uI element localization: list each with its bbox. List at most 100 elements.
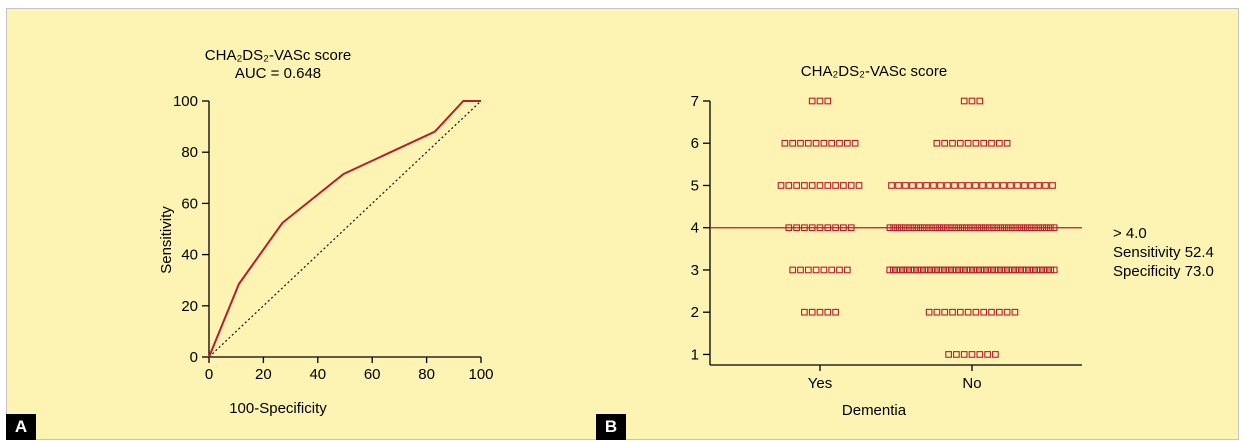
dot-point xyxy=(935,266,943,274)
figure: CHA₂DS₂-VASc score AUC = 0.648 Sensitivi… xyxy=(6,8,1239,440)
dot-point xyxy=(941,139,949,147)
dot-point xyxy=(987,266,995,274)
dot-point xyxy=(1049,182,1056,189)
dot-point xyxy=(797,266,804,274)
dot-point xyxy=(843,139,851,147)
dot-point xyxy=(953,351,960,358)
dot-point xyxy=(945,266,953,274)
dot-point xyxy=(952,266,960,274)
dot-point xyxy=(917,266,925,274)
dot-point xyxy=(836,139,843,147)
dot-point xyxy=(1014,182,1021,189)
dot-point xyxy=(933,308,941,316)
dot-point xyxy=(976,351,984,358)
dot-point xyxy=(951,182,958,189)
dot-point xyxy=(937,182,944,189)
dot-point xyxy=(924,266,932,274)
dot-point xyxy=(1035,182,1042,189)
dot-point xyxy=(1012,266,1020,274)
dot-point xyxy=(828,139,836,147)
dot-point xyxy=(964,139,972,147)
dot-point xyxy=(1003,308,1011,316)
dot-point xyxy=(820,266,828,274)
dot-point xyxy=(916,182,923,189)
dot-point xyxy=(930,182,937,189)
dot-y-tick-label: 5 xyxy=(691,177,699,194)
dot-point xyxy=(972,139,980,147)
dot-point xyxy=(998,266,1006,274)
dot-point xyxy=(1028,182,1035,189)
dot-point xyxy=(925,308,933,316)
dot-point xyxy=(828,266,836,274)
dot-point xyxy=(977,266,985,274)
dot-point xyxy=(840,182,847,189)
dot-y-tick-label: 1 xyxy=(691,346,699,363)
roc-x-tick-label: 40 xyxy=(309,366,326,383)
dot-point xyxy=(895,182,902,189)
dot-point xyxy=(995,308,1003,316)
dot-title: CHA₂DS₂-VASc score xyxy=(801,63,947,80)
dot-point xyxy=(956,308,964,316)
dot-point xyxy=(1033,266,1041,274)
cutoff-annotation-line-2: Sensitivity 52.4 xyxy=(1113,244,1214,261)
dot-point xyxy=(968,351,976,358)
dot-y-tick-label: 4 xyxy=(691,220,699,237)
roc-x-tick-label: 0 xyxy=(205,366,213,383)
dot-point xyxy=(816,97,824,105)
dot-point xyxy=(921,266,929,274)
dot-point xyxy=(992,351,999,358)
dot-point xyxy=(808,182,816,189)
roc-y-tick-label: 40 xyxy=(181,247,198,264)
dot-point xyxy=(976,97,984,105)
dot-y-tick-label: 7 xyxy=(691,93,699,110)
dot-point xyxy=(968,97,976,105)
dot-point xyxy=(959,266,967,274)
dot-point xyxy=(910,266,918,274)
dot-point xyxy=(886,266,894,274)
dot-point xyxy=(956,139,964,147)
dot-point xyxy=(851,139,859,147)
figure-canvas: CHA₂DS₂-VASc score AUC = 0.648 Sensitivi… xyxy=(6,8,1239,440)
dot-point xyxy=(966,266,974,274)
dot-point xyxy=(941,308,949,316)
dot-point xyxy=(888,182,895,189)
roc-y-tick-label: 80 xyxy=(181,144,198,161)
dot-point xyxy=(847,182,855,189)
dot-point xyxy=(824,182,832,189)
dot-point xyxy=(972,308,980,316)
dot-point xyxy=(958,182,965,189)
dot-point xyxy=(964,308,972,316)
dot-point xyxy=(1043,266,1051,274)
dot-point xyxy=(804,139,812,147)
dot-point xyxy=(902,182,909,189)
roc-x-tick-label: 80 xyxy=(418,366,435,383)
dot-point xyxy=(1036,266,1044,274)
dot-point xyxy=(824,308,832,316)
dot-point xyxy=(994,266,1002,274)
dot-point xyxy=(960,97,968,105)
roc-xlabel: 100-Specificity xyxy=(229,400,327,417)
dot-point xyxy=(973,266,981,274)
dot-point xyxy=(777,182,785,189)
dot-point xyxy=(945,351,952,358)
roc-x-tick-label: 60 xyxy=(364,366,381,383)
dot-point xyxy=(896,266,904,274)
roc-x-tick-label: 100 xyxy=(468,366,493,383)
dot-point xyxy=(963,266,971,274)
dot-point xyxy=(1003,139,1011,147)
dot-point xyxy=(808,308,816,316)
figure-background xyxy=(6,8,1239,440)
dot-point xyxy=(1021,182,1028,189)
panel-label-b: B xyxy=(596,414,626,440)
dot-x-tick-label: No xyxy=(962,375,981,392)
dot-point xyxy=(980,308,988,316)
roc-x-tick-label: 20 xyxy=(255,366,272,383)
dot-point xyxy=(984,351,991,358)
dot-point xyxy=(804,266,812,274)
dot-point xyxy=(900,266,908,274)
dot-chart: CHA₂DS₂-VASc score Dementia 1 2 3 4 5 6 7 Yes No… xyxy=(691,63,1214,419)
dot-point xyxy=(855,182,863,189)
dot-point xyxy=(1007,182,1014,189)
dot-point xyxy=(801,308,808,316)
dot-point xyxy=(980,139,988,147)
